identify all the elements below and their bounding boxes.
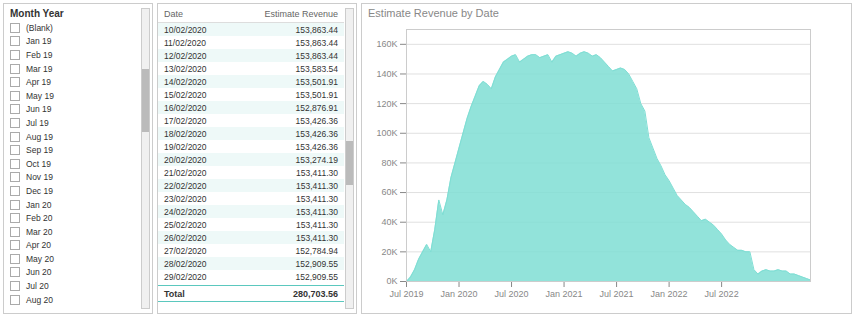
html-text:May 19: May 19 [26, 90, 54, 101]
html-text:14/02/2020: 14/02/2020 [164, 76, 207, 87]
html-text:152,876.91: 152,876.91 [295, 102, 338, 113]
html-text:Mar 19: Mar 19 [26, 63, 53, 74]
html-text:26/02/2020: 26/02/2020 [164, 232, 207, 243]
html-text:22/02/2020: 22/02/2020 [164, 180, 207, 191]
html-text:153,274.19: 153,274.19 [295, 154, 338, 165]
html-text:Aug 19: Aug 19 [26, 131, 53, 142]
html-text:17/02/2020: 17/02/2020 [164, 115, 207, 126]
html-text:153,863.44: 153,863.44 [295, 37, 338, 48]
html-text:11/02/2020: 11/02/2020 [164, 37, 206, 48]
html-text:153,583.54: 153,583.54 [295, 63, 338, 74]
html-text:Total: Total [164, 288, 185, 299]
html-text:153,411.30: 153,411.30 [296, 193, 338, 204]
html-text:153,426.36: 153,426.36 [295, 141, 338, 152]
html-text:23/02/2020: 23/02/2020 [164, 193, 207, 204]
html-text:16/02/2020: 16/02/2020 [164, 102, 207, 113]
html-text:13/02/2020: 13/02/2020 [164, 63, 207, 74]
html-text:Jul 20: Jul 20 [26, 281, 49, 292]
html-text:Estimate Revenue by Date: Estimate Revenue by Date [368, 7, 499, 19]
html-text:152,784.94: 152,784.94 [295, 245, 338, 256]
html-text:153,411.30: 153,411.30 [296, 232, 338, 243]
svg-text:80K: 80K [381, 158, 397, 168]
svg-text:Jul 2019: Jul 2019 [389, 289, 423, 299]
html-text:Dec 19: Dec 19 [26, 185, 53, 196]
html-text:153,863.44: 153,863.44 [295, 24, 338, 35]
html-text:152,909.55: 152,909.55 [295, 271, 338, 282]
svg-text:120K: 120K [376, 98, 397, 108]
html-text:Oct 19: Oct 19 [26, 158, 51, 169]
svg-text:Jan 2020: Jan 2020 [440, 289, 477, 299]
html-text:Jul 19: Jul 19 [26, 118, 49, 128]
html-text:Mar 20: Mar 20 [26, 226, 53, 237]
html-text:153,501.91: 153,501.91 [295, 89, 338, 100]
html-text:19/02/2020: 19/02/2020 [164, 141, 207, 152]
svg-text:60K: 60K [381, 187, 397, 197]
html-text:153,863.44: 153,863.44 [295, 50, 338, 61]
html-text:21/02/2020: 21/02/2020 [164, 167, 207, 178]
html-text:Jan 20: Jan 20 [26, 199, 52, 210]
svg-text:140K: 140K [376, 69, 397, 79]
html-text:153,426.36: 153,426.36 [295, 115, 338, 126]
html-text:20/02/2020: 20/02/2020 [164, 154, 207, 165]
html-text:280,703.56: 280,703.56 [293, 288, 338, 299]
html-text:Month Year: Month Year [10, 8, 64, 19]
svg-text:Jul 2021: Jul 2021 [600, 289, 634, 299]
html-text:Estimate Revenue: Estimate Revenue [264, 9, 338, 19]
html-text:Jan 19: Jan 19 [26, 36, 52, 47]
svg-text:Jan 2022: Jan 2022 [651, 289, 688, 299]
svg-text:40K: 40K [381, 217, 397, 227]
svg-text:Jul 2022: Jul 2022 [705, 289, 739, 299]
html-text:153,411.30: 153,411.30 [296, 167, 338, 178]
html-text:Sep 19: Sep 19 [26, 145, 53, 156]
html-text:24/02/2020: 24/02/2020 [164, 206, 207, 217]
html-text:Feb 20: Feb 20 [26, 213, 53, 224]
svg-text:160K: 160K [376, 39, 397, 49]
html-text:10/02/2020: 10/02/2020 [164, 24, 207, 35]
html-text:18/02/2020: 18/02/2020 [164, 128, 207, 139]
html-text:Aug 20: Aug 20 [26, 294, 53, 305]
html-text:Jun 20: Jun 20 [26, 267, 52, 278]
html-text:15/02/2020: 15/02/2020 [164, 89, 207, 100]
html-text:28/02/2020: 28/02/2020 [164, 258, 207, 269]
html-text:12/02/2020: 12/02/2020 [164, 50, 207, 61]
html-text:May 20: May 20 [26, 253, 54, 264]
html-text:25/02/2020: 25/02/2020 [164, 219, 207, 230]
html-text:Nov 19: Nov 19 [26, 172, 53, 183]
html-text:(Blank): (Blank) [26, 22, 53, 33]
html-text:153,411.30: 153,411.30 [296, 219, 338, 230]
html-text:153,501.91: 153,501.91 [295, 76, 338, 87]
html-text:Jun 19: Jun 19 [26, 104, 52, 115]
html-text:153,411.30: 153,411.30 [296, 206, 338, 217]
svg-text:20K: 20K [381, 247, 397, 257]
html-text:152,909.55: 152,909.55 [295, 258, 338, 269]
svg-text:100K: 100K [376, 128, 397, 138]
html-text:29/02/2020: 29/02/2020 [164, 271, 207, 282]
html-text:Feb 19: Feb 19 [26, 50, 53, 60]
html-text:Apr 19: Apr 19 [26, 77, 51, 88]
html-text:Date: Date [164, 9, 183, 19]
svg-text:0K: 0K [386, 276, 397, 286]
html-text:27/02/2020: 27/02/2020 [164, 245, 207, 256]
html-text:Apr 20: Apr 20 [26, 240, 51, 251]
svg-text:Jul 2020: Jul 2020 [495, 289, 529, 299]
svg-text:Jan 2021: Jan 2021 [546, 289, 583, 299]
html-text:153,426.36: 153,426.36 [295, 128, 338, 139]
html-text:153,411.30: 153,411.30 [296, 180, 338, 191]
